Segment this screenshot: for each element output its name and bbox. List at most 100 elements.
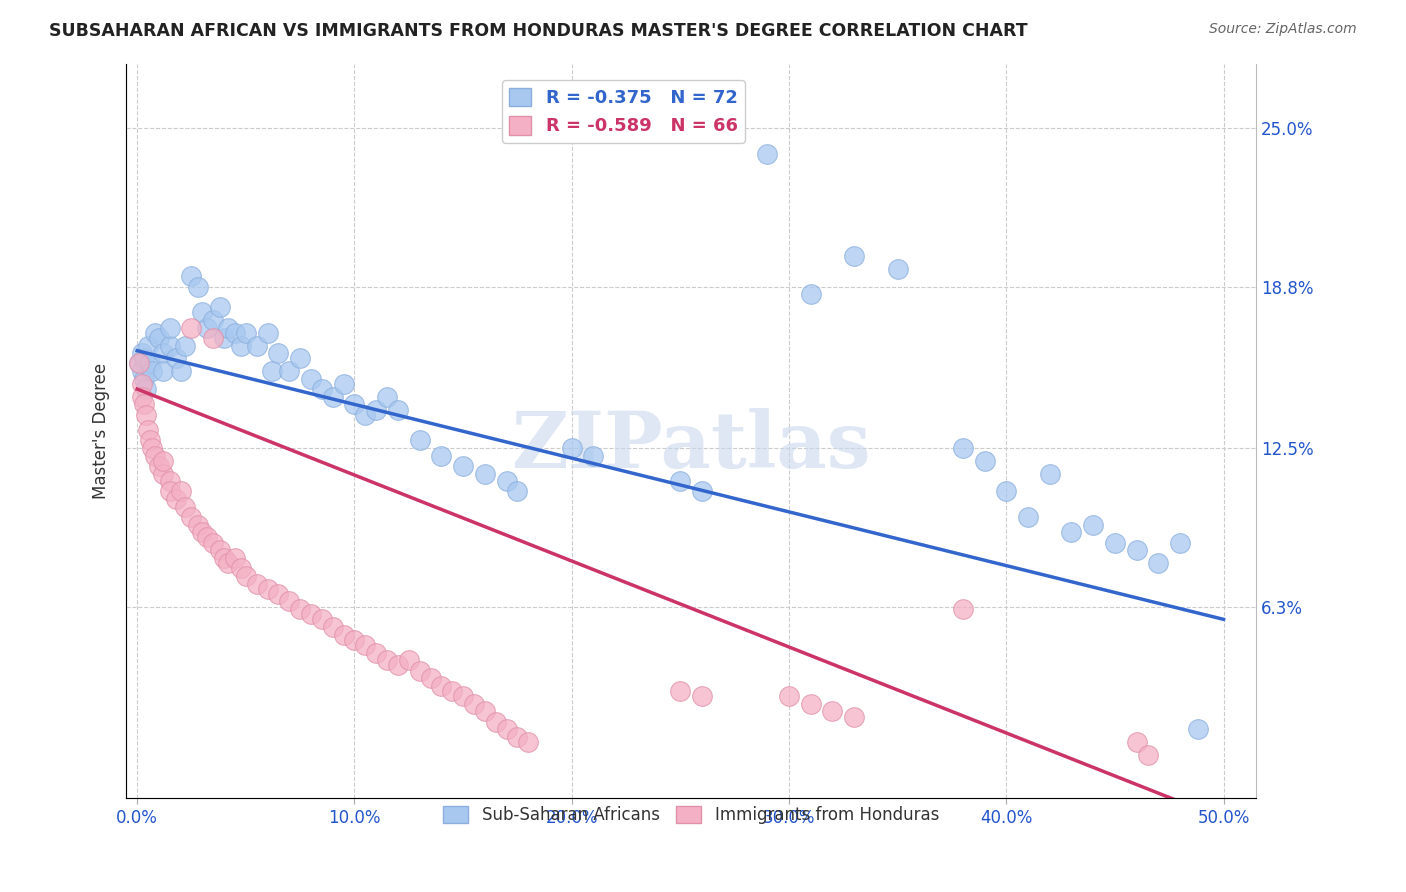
Point (408, 664, 430, 678)
Point (256, 326, 278, 340)
Point (451, 458, 474, 473)
Legend: Sub-Saharan Africans, Immigrants from Honduras: Sub-Saharan Africans, Immigrants from Ho… (437, 799, 946, 830)
Point (174, 500, 197, 514)
Y-axis label: Master's Degree: Master's Degree (93, 363, 110, 500)
Point (212, 331, 235, 345)
Point (821, 705, 844, 719)
Point (148, 458, 170, 473)
Point (139, 434, 162, 448)
Point (256, 582, 278, 596)
Point (128, 356, 150, 370)
Point (159, 474, 181, 488)
Point (1104, 535, 1126, 549)
Point (267, 346, 290, 360)
Point (1125, 543, 1147, 558)
Point (159, 320, 181, 334)
Text: SUBSAHARAN AFRICAN VS IMMIGRANTS FROM HONDURAS MASTER'S DEGREE CORRELATION CHART: SUBSAHARAN AFRICAN VS IMMIGRANTS FROM HO… (49, 22, 1028, 40)
Point (322, 390, 344, 404)
Point (165, 351, 187, 366)
Point (202, 331, 225, 345)
Point (180, 510, 202, 524)
Point (152, 364, 174, 378)
Point (191, 305, 214, 319)
Point (844, 709, 866, 723)
Point (246, 576, 269, 591)
Point (408, 434, 430, 448)
Point (419, 671, 441, 685)
Point (398, 653, 420, 667)
Point (288, 602, 311, 616)
Point (267, 587, 290, 601)
Point (332, 628, 354, 642)
Point (169, 364, 191, 378)
Point (246, 338, 269, 352)
Point (669, 684, 692, 698)
Point (260, 364, 283, 378)
Point (165, 492, 187, 507)
Point (311, 382, 333, 396)
Point (180, 269, 202, 284)
Point (952, 602, 974, 616)
Point (195, 320, 218, 334)
Point (159, 338, 181, 352)
Point (495, 723, 517, 737)
Point (159, 484, 181, 499)
Point (132, 372, 155, 386)
Point (217, 556, 239, 570)
Point (208, 543, 231, 558)
Point (474, 467, 496, 481)
Point (485, 714, 508, 729)
Point (278, 594, 301, 608)
Point (506, 730, 529, 744)
Point (235, 569, 257, 583)
Point (756, 146, 779, 161)
Point (800, 287, 823, 301)
Point (231, 561, 253, 575)
Point (973, 453, 995, 467)
Point (387, 402, 409, 417)
Point (148, 331, 170, 345)
Point (202, 535, 225, 549)
Point (191, 525, 214, 540)
Point (136, 338, 159, 352)
Point (474, 705, 496, 719)
Point (387, 658, 409, 673)
Point (375, 653, 398, 667)
Point (131, 364, 153, 378)
Point (224, 326, 246, 340)
Point (278, 364, 301, 378)
Text: Source: ZipAtlas.com: Source: ZipAtlas.com (1209, 22, 1357, 37)
Point (143, 449, 166, 463)
Text: ZIPatlas: ZIPatlas (512, 408, 872, 484)
Point (690, 484, 713, 499)
Point (299, 607, 322, 622)
Point (669, 474, 692, 488)
Point (441, 684, 464, 698)
Point (1017, 510, 1039, 524)
Point (495, 474, 517, 488)
Point (195, 531, 218, 545)
Point (288, 351, 311, 366)
Point (174, 338, 197, 352)
Point (135, 382, 157, 396)
Point (343, 397, 366, 411)
Point (366, 646, 388, 660)
Point (430, 449, 453, 463)
Point (1187, 723, 1209, 737)
Point (517, 735, 540, 749)
Point (136, 423, 159, 437)
Point (343, 632, 366, 647)
Point (886, 261, 908, 276)
Point (1125, 735, 1147, 749)
Point (332, 376, 354, 391)
Point (152, 453, 174, 467)
Point (995, 484, 1018, 499)
Point (212, 551, 235, 566)
Point (141, 364, 163, 378)
Point (131, 376, 153, 391)
Point (235, 326, 257, 340)
Point (582, 449, 605, 463)
Point (135, 408, 157, 422)
Point (354, 408, 377, 422)
Point (561, 441, 583, 455)
